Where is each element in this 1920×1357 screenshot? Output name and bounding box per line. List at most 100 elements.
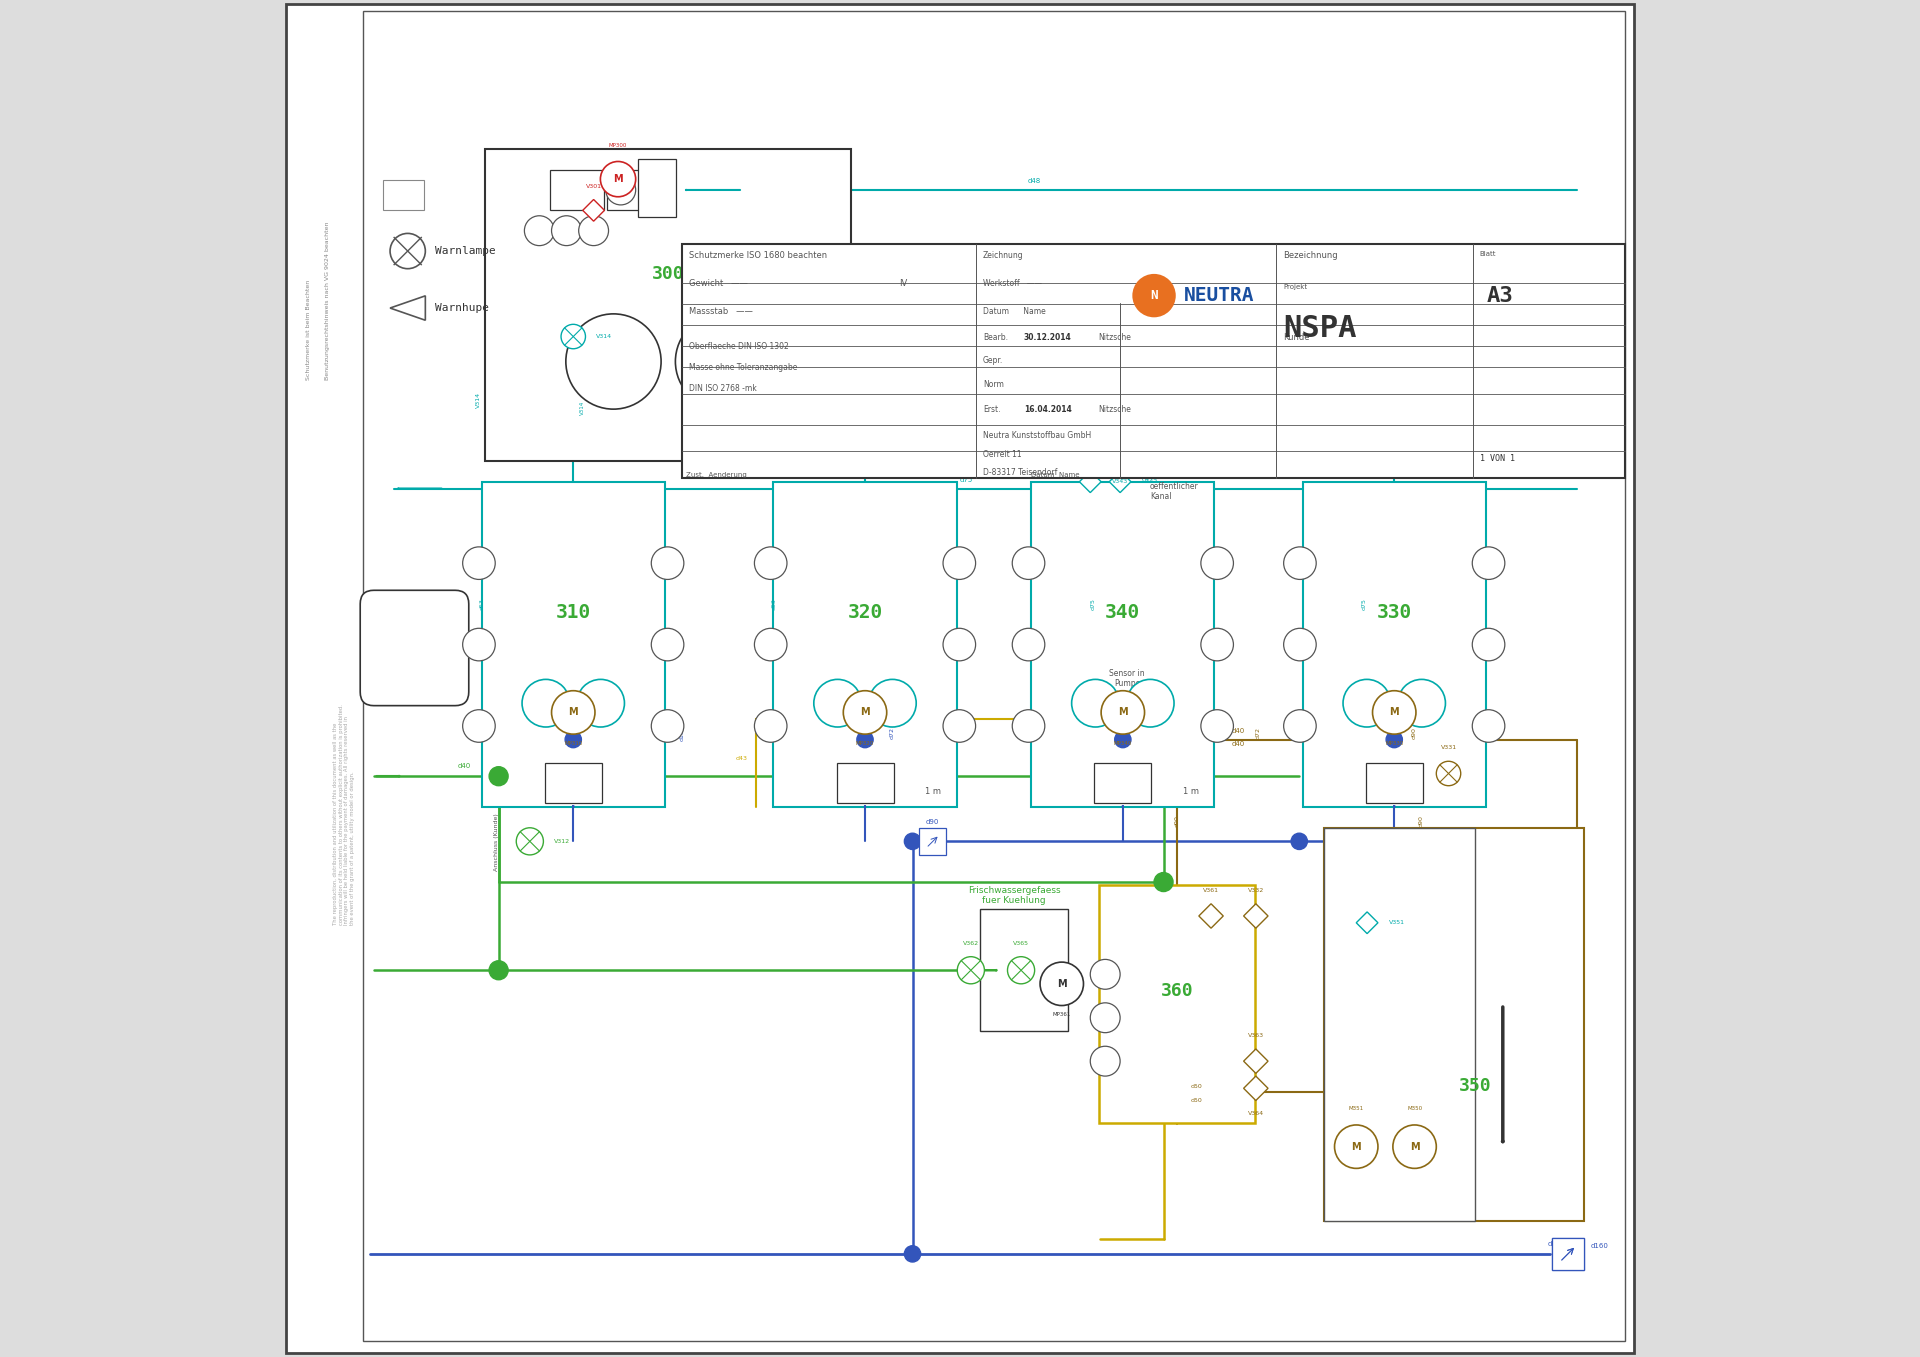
Circle shape (1386, 731, 1402, 748)
Text: M: M (1409, 1141, 1419, 1152)
Text: V331: V331 (1440, 745, 1457, 750)
Circle shape (561, 324, 586, 349)
Circle shape (1012, 547, 1044, 579)
Text: M: M (568, 707, 578, 718)
Text: 16.04.2014: 16.04.2014 (1023, 406, 1071, 414)
Text: 30.12.2014: 30.12.2014 (1023, 332, 1071, 342)
Text: Warnhupe: Warnhupe (434, 303, 490, 313)
Text: M330: M330 (1386, 780, 1402, 786)
Text: M: M (1352, 1141, 1361, 1152)
Circle shape (551, 691, 595, 734)
Text: MP330: MP330 (1384, 741, 1404, 746)
Text: d40: d40 (778, 313, 783, 327)
Circle shape (1200, 628, 1233, 661)
Circle shape (522, 680, 570, 727)
Circle shape (1012, 710, 1044, 742)
FancyBboxPatch shape (361, 590, 468, 706)
Circle shape (1008, 957, 1035, 984)
Text: MIN
S36: MIN S36 (1102, 1054, 1110, 1063)
Text: d40: d40 (851, 707, 864, 714)
Circle shape (516, 828, 543, 855)
Text: Datum  Name: Datum Name (1031, 472, 1079, 478)
Circle shape (578, 216, 609, 246)
Text: d160: d160 (478, 725, 484, 741)
Text: M: M (1117, 707, 1127, 718)
Text: d50: d50 (1190, 1098, 1202, 1103)
Text: MP340: MP340 (1114, 741, 1133, 746)
Circle shape (943, 710, 975, 742)
Circle shape (651, 547, 684, 579)
Text: V301: V301 (586, 183, 601, 189)
Text: Norm: Norm (983, 380, 1004, 388)
Circle shape (1436, 761, 1461, 786)
Circle shape (814, 680, 862, 727)
Text: V342: V342 (1139, 441, 1156, 446)
Text: M350: M350 (1407, 1106, 1423, 1111)
Polygon shape (584, 199, 605, 221)
Text: V364: V364 (1248, 1111, 1263, 1117)
Text: d43: d43 (1123, 790, 1135, 795)
FancyBboxPatch shape (979, 909, 1068, 1031)
Polygon shape (1198, 904, 1223, 928)
FancyBboxPatch shape (1551, 1238, 1584, 1270)
Text: d40: d40 (1231, 741, 1244, 748)
Circle shape (904, 833, 922, 849)
Text: The reproduction, distribution and utilization of this document as well as the
c: The reproduction, distribution and utili… (332, 704, 355, 924)
Circle shape (852, 324, 877, 349)
Text: 1 m: 1 m (1183, 787, 1198, 795)
Text: d48: d48 (1027, 178, 1041, 185)
Text: M: M (612, 174, 622, 185)
Polygon shape (1137, 457, 1158, 479)
Text: 360: 360 (1162, 981, 1194, 1000)
Text: Sensor in
Pumpe
integriert: Sensor in Pumpe integriert (1108, 669, 1144, 699)
Text: V351: V351 (1388, 920, 1405, 925)
Circle shape (524, 216, 555, 246)
Circle shape (566, 313, 660, 410)
Text: V314: V314 (597, 334, 612, 339)
Text: Gepr.: Gepr. (983, 357, 1004, 365)
Text: V314: V314 (1091, 392, 1096, 408)
Text: d43: d43 (735, 756, 749, 761)
Circle shape (1392, 1125, 1436, 1168)
Circle shape (1110, 324, 1135, 349)
Circle shape (551, 216, 582, 246)
Text: 350: 350 (1459, 1076, 1492, 1095)
Text: Werkstoff   ——: Werkstoff —— (983, 280, 1043, 288)
Text: 1 VON 1: 1 VON 1 (1480, 455, 1515, 463)
FancyBboxPatch shape (551, 170, 605, 210)
Text: 320: 320 (847, 603, 883, 622)
Circle shape (1012, 628, 1044, 661)
Circle shape (755, 547, 787, 579)
FancyBboxPatch shape (1551, 1238, 1584, 1270)
Circle shape (1071, 680, 1119, 727)
Text: d90: d90 (1175, 816, 1179, 826)
Text: Erst.: Erst. (983, 406, 1000, 414)
Text: V314: V314 (580, 400, 586, 415)
Polygon shape (1110, 471, 1131, 493)
Text: Blatt: Blatt (1480, 251, 1496, 258)
FancyBboxPatch shape (1365, 763, 1423, 803)
FancyBboxPatch shape (1302, 482, 1486, 807)
Text: V332: V332 (1248, 887, 1263, 893)
Text: M301: M301 (620, 187, 636, 193)
Text: Masse ohne Toleranzangabe: Masse ohne Toleranzangabe (689, 364, 797, 372)
Circle shape (1290, 833, 1308, 849)
Text: d40: d40 (1231, 727, 1244, 734)
Circle shape (1284, 547, 1317, 579)
Text: MP300: MP300 (609, 142, 628, 148)
Text: d160: d160 (680, 725, 684, 741)
Text: V361: V361 (1204, 887, 1219, 893)
Circle shape (576, 680, 624, 727)
Text: V314: V314 (476, 392, 480, 408)
Text: 1 m: 1 m (925, 787, 941, 795)
Text: V314: V314 (1361, 392, 1367, 408)
Text: V362: V362 (962, 940, 979, 946)
Text: V343: V343 (1112, 479, 1129, 484)
Circle shape (1102, 691, 1144, 734)
Circle shape (490, 767, 509, 786)
Circle shape (943, 628, 975, 661)
Text: V365: V365 (1014, 940, 1029, 946)
Text: 340: 340 (1106, 603, 1140, 622)
Circle shape (1398, 680, 1446, 727)
Circle shape (1334, 1125, 1379, 1168)
